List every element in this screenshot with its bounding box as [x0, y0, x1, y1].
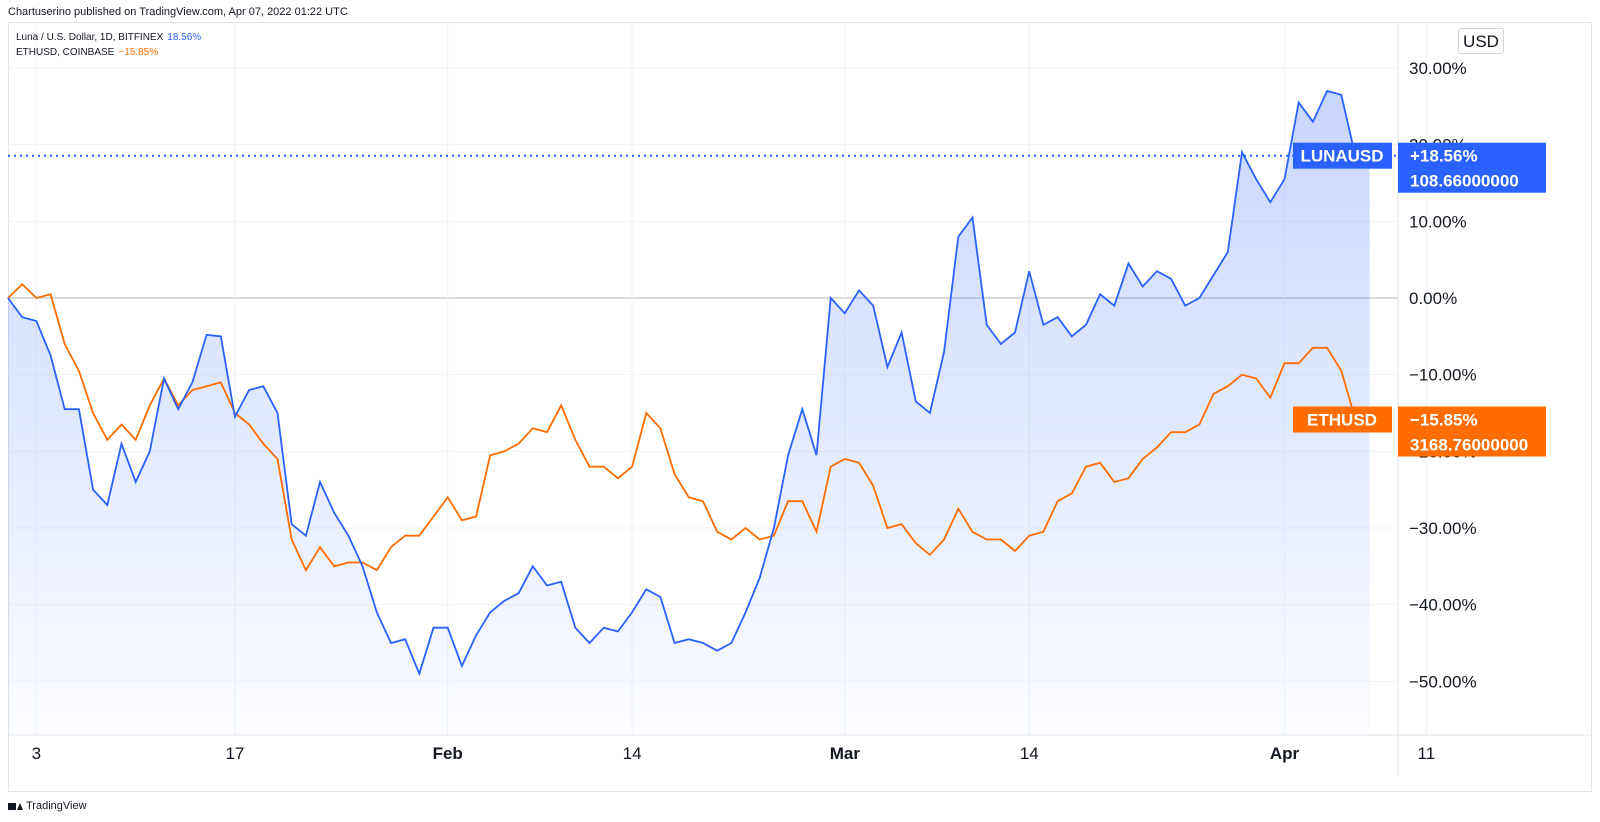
eth-price-label[interactable]: ETHUSD −15.85% 3168.76000000 [1293, 406, 1546, 457]
x-tick-label: Feb [433, 744, 463, 763]
eth-name-tag [1293, 406, 1392, 433]
legend-luna-pct: 18.56% [167, 32, 202, 43]
legend-eth-pct: −15.85% [118, 47, 159, 58]
luna-name-label: LUNAUSD [1300, 147, 1383, 166]
legend: Luna / U.S. Dollar, 1D, BITFINEX 18.56% E… [16, 30, 201, 60]
luna-price-label[interactable]: LUNAUSD +18.56% 108.66000000 [1293, 142, 1546, 193]
tradingview-logo-icon [8, 801, 23, 811]
luna-price-value: 108.66000000 [1410, 172, 1519, 191]
luna-series-line[interactable] [7, 89, 1370, 677]
eth-pct-label: −15.85% [1410, 411, 1478, 430]
luna-value-tag [1398, 142, 1546, 193]
legend-luna[interactable]: Luna / U.S. Dollar, 1D, BITFINEX 18.56% [16, 30, 201, 45]
eth-name-label: ETHUSD [1307, 411, 1377, 430]
currency-button[interactable]: USD [1458, 28, 1504, 54]
luna-name-tag [1293, 142, 1392, 169]
x-tick-label: 14 [1020, 744, 1039, 763]
x-tick-label: 3 [32, 744, 41, 763]
y-tick-label: −40.00% [1409, 596, 1477, 615]
y-tick-label: −30.00% [1409, 519, 1477, 538]
x-tick-label: 17 [225, 744, 244, 763]
y-tick-label: −10.00% [1409, 366, 1477, 385]
y-tick-label: 30.00% [1409, 59, 1467, 78]
y-tick-label: 0.00% [1409, 289, 1457, 308]
attribution: Chartuserino published on TradingView.co… [8, 6, 348, 18]
luna-pct-label: +18.56% [1410, 147, 1478, 166]
footer: TradingView [8, 800, 87, 812]
eth-price-value: 3168.76000000 [1410, 436, 1528, 455]
x-tick-label: 11 [1418, 744, 1436, 763]
x-tick-label: Apr [1270, 744, 1300, 763]
x-tick-label: 14 [623, 744, 642, 763]
y-tick-label: −50.00% [1409, 672, 1477, 691]
legend-luna-label: Luna / U.S. Dollar, 1D, BITFINEX [16, 32, 164, 43]
luna-area [8, 91, 1370, 735]
legend-eth[interactable]: ETHUSD, COINBASE −15.85% [16, 45, 201, 60]
y-tick-label: 10.00% [1409, 212, 1467, 231]
x-tick-label: Mar [830, 744, 861, 763]
eth-value-tag [1398, 406, 1546, 457]
footer-brand: TradingView [26, 800, 87, 812]
legend-eth-label: ETHUSD, COINBASE [16, 47, 115, 58]
